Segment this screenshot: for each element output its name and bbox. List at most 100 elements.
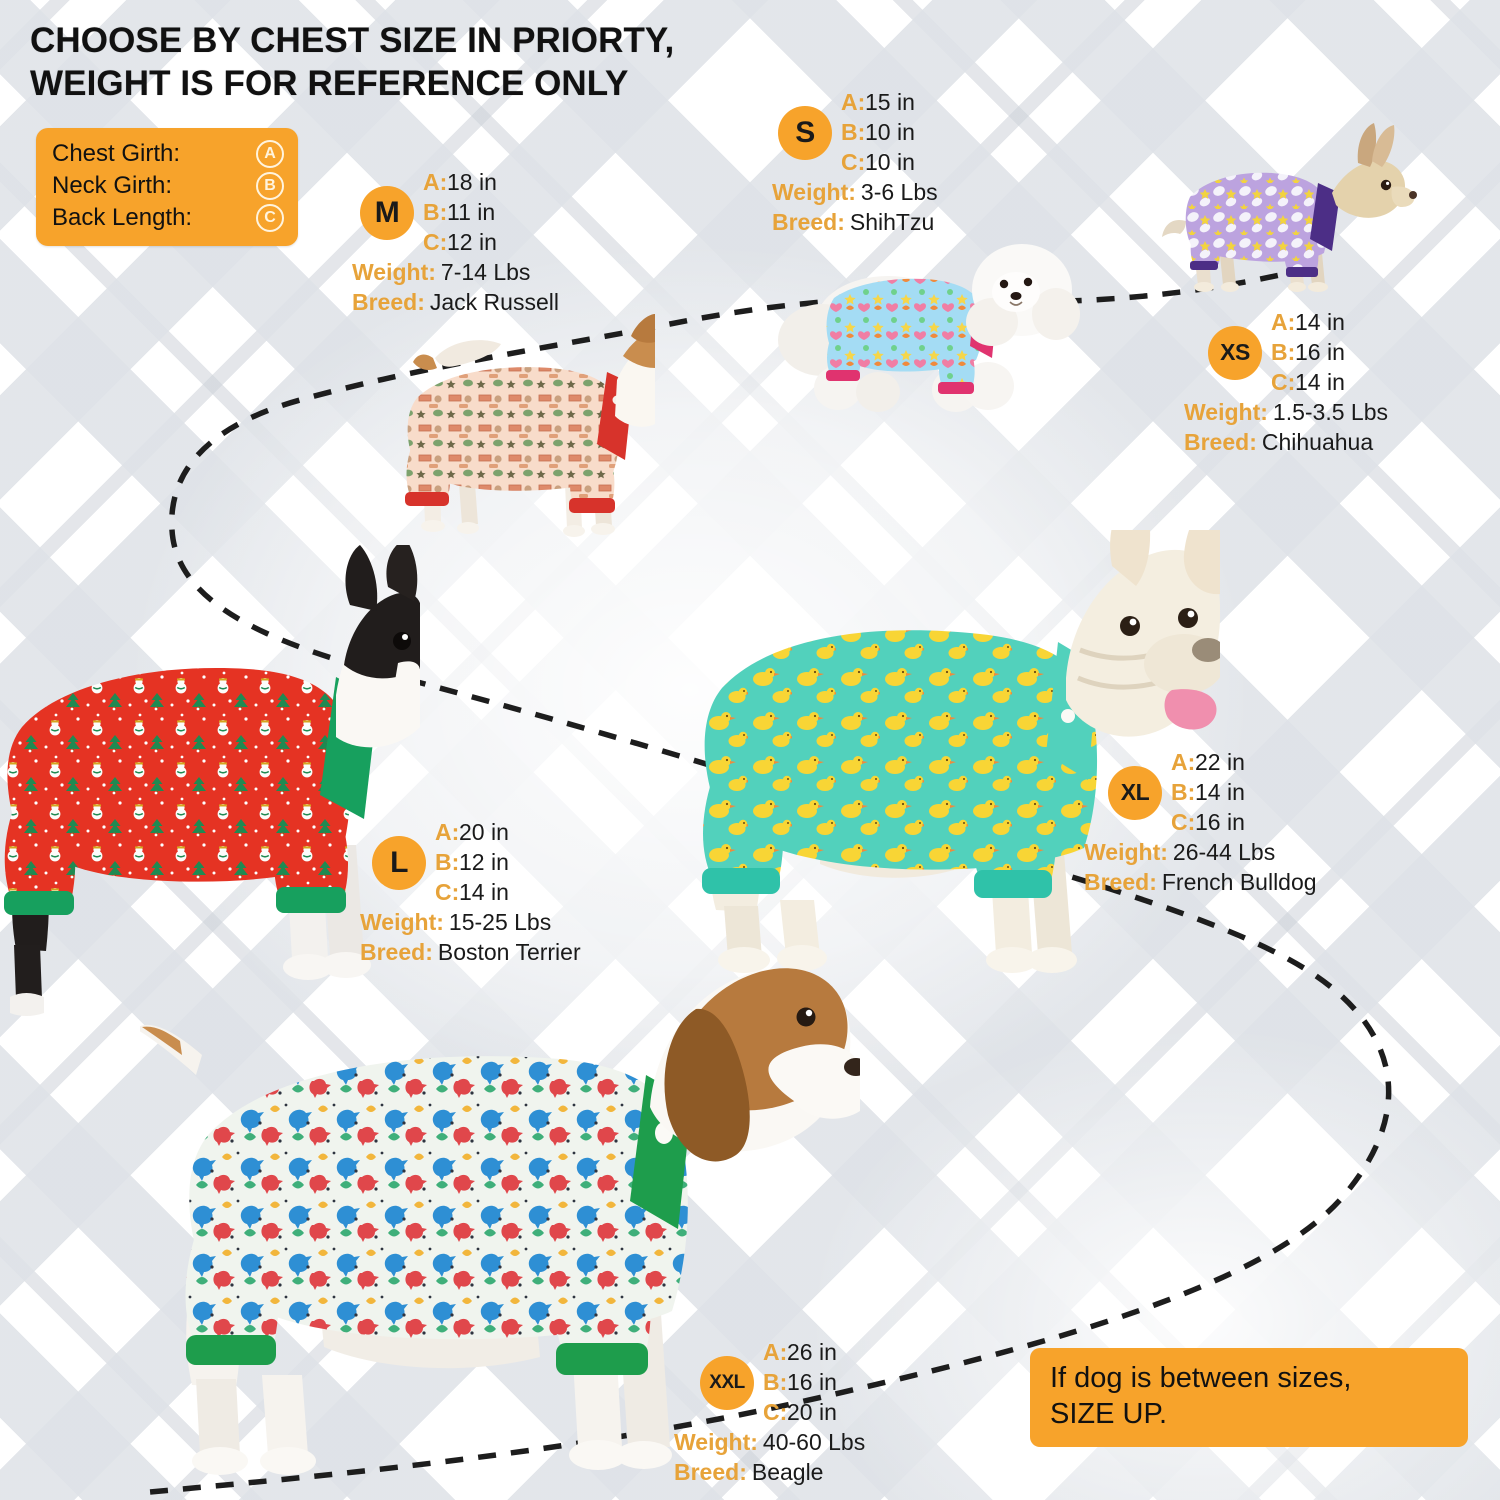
spec-value-weight: 40-60 Lbs: [762, 1428, 866, 1455]
spec-value-b: 16 in: [787, 1368, 837, 1395]
spec-row-breed: Breed: Boston Terrier: [360, 938, 581, 968]
size-spec-m: M A: 18 in B: 11 in C: 12 in Weight: 7-1…: [352, 168, 559, 317]
spec-key-weight: Weight:: [1084, 838, 1168, 865]
spec-row-a: A: 15 in: [841, 88, 915, 118]
spec-value-a: 18 in: [447, 169, 497, 195]
spec-row-breed: Breed: Beagle: [674, 1458, 865, 1488]
spec-row-c: C: 14 in: [435, 878, 509, 908]
spec-row-weight: Weight: 3-6 Lbs: [772, 178, 938, 208]
spec-row-b: B: 11 in: [423, 198, 497, 228]
size-spec-s: S A: 15 in B: 10 in C: 10 in Weight: 3-6…: [772, 88, 938, 237]
spec-key-b: B:: [841, 118, 866, 145]
spec-value-breed: Chihuahua: [1261, 428, 1374, 455]
spec-value-c: 16 in: [1195, 808, 1245, 835]
spec-row-breed: Breed: French Bulldog: [1084, 868, 1317, 898]
dog-image-shihtzu-s: [760, 230, 1080, 430]
size-badge-xxl: XXL: [700, 1355, 754, 1410]
size-up-note: If dog is between sizes, SIZE UP.: [1030, 1348, 1468, 1447]
legend-row-chest: Chest Girth: A: [52, 138, 284, 170]
spec-value-breed: ShihTzu: [849, 208, 935, 235]
spec-row-c: C: 20 in: [763, 1398, 837, 1428]
spec-value-c: 14 in: [1295, 368, 1345, 395]
spec-key-c: C:: [1171, 808, 1196, 835]
spec-row-c: C: 16 in: [1171, 808, 1245, 838]
size-spec-xxl: XXL A: 26 in B: 16 in C: 20 in Weight: 4…: [674, 1338, 865, 1487]
spec-key-b: B:: [1271, 338, 1296, 365]
spec-key-a: A:: [763, 1339, 788, 1365]
spec-key-b: B:: [423, 198, 448, 225]
badge-a-icon: A: [256, 140, 284, 168]
dog-image-beagle-xxl: [140, 955, 860, 1500]
size-badge-xs: XS: [1208, 325, 1262, 380]
spec-row-a: A: 26 in: [763, 1338, 837, 1368]
legend-row-back: Back Length: C: [52, 202, 284, 234]
spec-row-b: B: 16 in: [1271, 338, 1345, 368]
spec-row-c: C: 14 in: [1271, 368, 1345, 398]
spec-value-weight: 7-14 Lbs: [440, 258, 531, 285]
spec-row-weight: Weight: 15-25 Lbs: [360, 908, 581, 938]
spec-key-a: A:: [423, 169, 448, 195]
spec-row-breed: Breed: Jack Russell: [352, 288, 559, 318]
size-badge-m: M: [360, 185, 414, 240]
spec-value-c: 20 in: [787, 1398, 837, 1425]
spec-key-a: A:: [435, 819, 460, 845]
legend-label-chest: Chest Girth:: [52, 140, 181, 167]
spec-key-weight: Weight:: [1184, 398, 1268, 425]
measurement-legend: Chest Girth: A Neck Girth: B Back Length…: [36, 128, 298, 246]
spec-row-b: B: 14 in: [1171, 778, 1245, 808]
spec-value-weight: 26-44 Lbs: [1172, 838, 1276, 865]
spec-row-b: B: 12 in: [435, 848, 509, 878]
spec-key-c: C:: [841, 148, 866, 175]
spec-row-b: B: 16 in: [763, 1368, 837, 1398]
spec-value-a: 20 in: [459, 819, 509, 845]
spec-row-weight: Weight: 40-60 Lbs: [674, 1428, 865, 1458]
spec-value-b: 12 in: [459, 848, 509, 875]
spec-key-c: C:: [435, 878, 460, 905]
size-spec-xs: XS A: 14 in B: 16 in C: 14 in Weight: 1.…: [1184, 308, 1388, 457]
spec-row-c: C: 10 in: [841, 148, 915, 178]
legend-row-neck: Neck Girth: B: [52, 170, 284, 202]
spec-row-b: B: 10 in: [841, 118, 915, 148]
spec-value-a: 14 in: [1295, 309, 1345, 335]
spec-key-weight: Weight:: [352, 258, 436, 285]
spec-key-a: A:: [1171, 749, 1196, 775]
spec-value-b: 11 in: [447, 198, 496, 225]
spec-value-breed: Jack Russell: [429, 288, 559, 315]
spec-value-a: 26 in: [787, 1339, 837, 1365]
spec-key-c: C:: [1271, 368, 1296, 395]
spec-key-weight: Weight:: [772, 178, 856, 205]
size-spec-l: L A: 20 in B: 12 in C: 14 in Weight: 15-…: [360, 818, 581, 967]
spec-value-a: 22 in: [1195, 749, 1245, 775]
spec-key-breed: Breed:: [772, 208, 845, 235]
spec-row-c: C: 12 in: [423, 228, 497, 258]
spec-key-weight: Weight:: [360, 908, 444, 935]
spec-value-weight: 3-6 Lbs: [860, 178, 938, 205]
dog-image-boston-terrier-l: [0, 545, 420, 1035]
spec-key-breed: Breed:: [352, 288, 425, 315]
spec-row-breed: Breed: ShihTzu: [772, 208, 938, 238]
spec-row-weight: Weight: 26-44 Lbs: [1084, 838, 1317, 868]
spec-key-b: B:: [763, 1368, 788, 1395]
spec-value-c: 10 in: [865, 148, 915, 175]
spec-value-weight: 15-25 Lbs: [448, 908, 552, 935]
size-badge-xl: XL: [1108, 765, 1162, 820]
spec-key-b: B:: [435, 848, 460, 875]
spec-value-b: 14 in: [1195, 778, 1245, 805]
spec-value-c: 12 in: [447, 228, 497, 255]
size-badge-s: S: [778, 105, 832, 160]
spec-value-b: 16 in: [1295, 338, 1345, 365]
spec-key-b: B:: [1171, 778, 1196, 805]
size-badge-l: L: [372, 835, 426, 890]
spec-key-breed: Breed:: [360, 938, 433, 965]
spec-key-c: C:: [763, 1398, 788, 1425]
spec-value-b: 10 in: [865, 118, 915, 145]
legend-label-neck: Neck Girth:: [52, 172, 173, 199]
spec-key-breed: Breed:: [1184, 428, 1257, 455]
spec-key-breed: Breed:: [1084, 868, 1157, 895]
spec-row-a: A: 14 in: [1271, 308, 1345, 338]
dog-image-jack-russell-m: [355, 300, 655, 550]
spec-key-breed: Breed:: [674, 1458, 747, 1485]
spec-key-weight: Weight:: [674, 1428, 758, 1455]
spec-key-c: C:: [423, 228, 448, 255]
